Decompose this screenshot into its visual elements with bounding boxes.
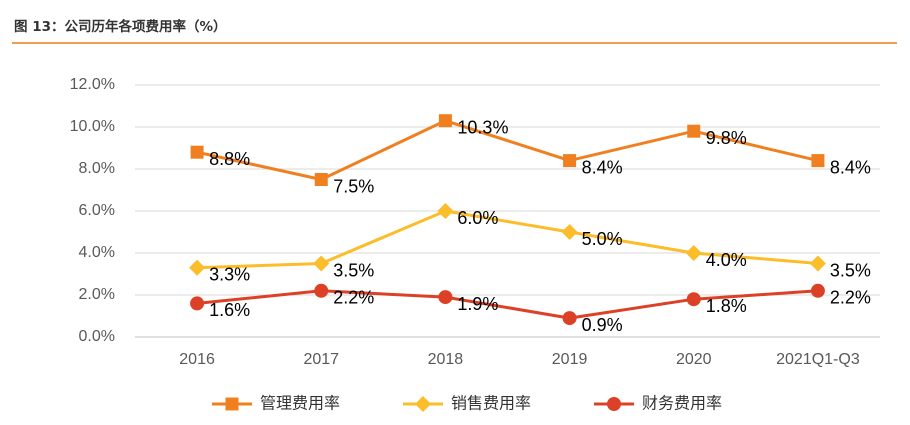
- data-point: [563, 154, 577, 168]
- legend-label: 销售费用率: [451, 394, 531, 413]
- x-tick-label: 2018: [428, 351, 464, 368]
- y-tick-label: 6.0%: [79, 202, 115, 219]
- title-divider: [12, 42, 897, 44]
- data-label: 8.4%: [582, 157, 623, 177]
- series-line: [197, 209, 819, 270]
- data-point: [687, 124, 701, 138]
- data-point: [810, 283, 825, 298]
- legend-marker: [225, 397, 239, 411]
- legend-label: 财务费用率: [642, 394, 722, 413]
- data-point: [313, 255, 330, 272]
- data-point: [438, 114, 452, 128]
- legend-marker: [415, 396, 431, 412]
- data-point: [437, 203, 454, 219]
- data-point: [685, 245, 702, 261]
- data-label: 2.2%: [333, 288, 374, 308]
- data-label: 1.9%: [457, 294, 498, 314]
- data-label: 3.5%: [830, 260, 871, 280]
- x-tick-label: 2021Q1-Q3: [776, 351, 860, 368]
- data-point: [314, 173, 328, 186]
- x-tick-label: 2017: [303, 351, 339, 368]
- y-tick-label: 12.0%: [70, 76, 115, 93]
- y-tick-label: 10.0%: [70, 118, 115, 135]
- y-tick-label: 0.0%: [79, 328, 115, 345]
- data-label: 3.5%: [333, 260, 374, 280]
- data-point: [809, 255, 826, 272]
- data-label: 8.8%: [209, 149, 250, 169]
- series-line: [196, 289, 819, 320]
- legend-marker: [607, 397, 621, 411]
- data-label: 1.8%: [706, 296, 747, 316]
- data-point: [190, 145, 204, 159]
- data-point: [189, 259, 206, 276]
- data-label: 2.2%: [830, 288, 871, 308]
- x-tick-label: 2016: [179, 351, 215, 368]
- y-tick-label: 4.0%: [79, 244, 115, 261]
- data-point: [190, 296, 205, 311]
- series-line: [196, 119, 819, 181]
- x-tick-label: 2020: [676, 351, 712, 368]
- data-label: 7.5%: [333, 176, 374, 196]
- data-label: 8.4%: [830, 157, 871, 177]
- data-label: 10.3%: [457, 117, 508, 137]
- data-label: 9.8%: [706, 128, 747, 148]
- data-point: [686, 292, 701, 307]
- data-label: 6.0%: [457, 208, 498, 228]
- data-point: [811, 154, 825, 168]
- data-label: 4.0%: [706, 250, 747, 270]
- data-point: [314, 283, 329, 298]
- data-point: [562, 311, 577, 326]
- data-label: 1.6%: [209, 300, 250, 320]
- figure-title: 图 13：公司历年各项费用率（%）: [14, 19, 227, 35]
- data-label: 0.9%: [582, 315, 623, 335]
- x-tick-label: 2019: [552, 351, 588, 368]
- y-tick-label: 8.0%: [79, 160, 115, 177]
- legend-label: 管理费用率: [260, 394, 340, 413]
- y-tick-label: 2.0%: [79, 286, 115, 303]
- data-label: 5.0%: [582, 229, 623, 249]
- data-label: 3.3%: [209, 264, 250, 284]
- data-point: [561, 224, 578, 240]
- data-point: [438, 290, 453, 305]
